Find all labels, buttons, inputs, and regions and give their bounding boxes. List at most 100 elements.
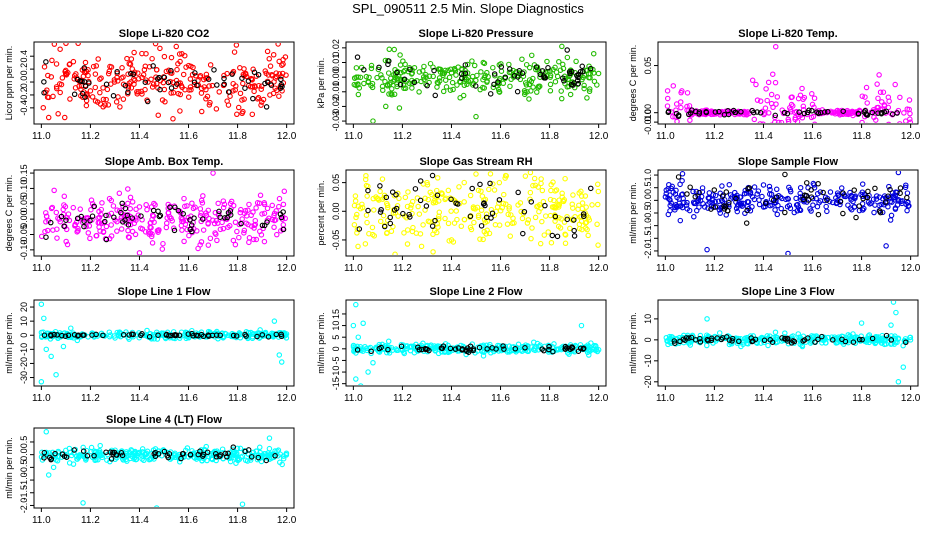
data-point — [678, 203, 684, 209]
data-point — [359, 204, 366, 211]
data-point — [408, 71, 415, 77]
y-tick-label: -30 — [19, 371, 29, 384]
reference-point — [587, 65, 594, 72]
x-tick-label: 11.8 — [540, 131, 559, 142]
reference-point — [806, 107, 812, 114]
x-tick-label: 11.0 — [656, 131, 675, 142]
data-point — [531, 175, 538, 182]
reference-point — [58, 213, 65, 220]
reference-point — [877, 208, 883, 214]
reference-point — [730, 107, 737, 114]
data-point — [684, 206, 690, 212]
y-tick-label: -0.03 — [331, 111, 341, 132]
data-point — [876, 194, 883, 200]
reference-point — [569, 344, 575, 350]
data-point — [386, 91, 392, 97]
reference-point — [80, 448, 87, 454]
data-point — [150, 81, 157, 87]
data-point — [108, 222, 114, 228]
data-point — [494, 204, 501, 210]
data-point — [147, 230, 154, 236]
data-point — [486, 186, 492, 193]
reference-point — [277, 85, 284, 91]
data-point — [773, 197, 779, 204]
data-point — [418, 243, 425, 250]
data-point — [149, 240, 156, 246]
data-point — [895, 124, 899, 128]
data-point — [396, 105, 403, 111]
data-point — [562, 240, 569, 247]
data-point — [859, 119, 865, 123]
data-point — [105, 70, 112, 77]
reference-point — [487, 91, 494, 97]
data-point — [678, 104, 684, 111]
y-tick-label: 0.5 — [643, 181, 653, 194]
data-point — [828, 108, 834, 115]
data-point — [528, 88, 534, 94]
data-point — [530, 84, 536, 90]
data-point — [380, 212, 387, 219]
data-point — [545, 229, 551, 235]
data-point — [90, 331, 96, 337]
reference-point — [812, 339, 818, 345]
reference-point — [74, 333, 81, 339]
data-point — [504, 221, 511, 227]
data-point — [556, 58, 562, 65]
data-point — [239, 97, 245, 103]
reference-point — [238, 220, 244, 227]
data-point — [71, 76, 77, 82]
reference-point — [79, 78, 85, 85]
data-point — [125, 186, 131, 192]
data-point — [219, 446, 226, 452]
data-point — [773, 126, 777, 130]
series-points — [40, 43, 289, 122]
data-point — [434, 187, 440, 194]
x-tick-label: 12.0 — [277, 393, 297, 404]
y-tick-label: 10 — [643, 314, 653, 324]
reference-point — [684, 191, 690, 197]
data-point — [98, 75, 104, 81]
y-tick-label: -0.2 — [19, 87, 29, 103]
data-point — [127, 205, 133, 212]
reference-point — [882, 199, 889, 205]
data-point — [78, 86, 84, 93]
data-point — [377, 188, 383, 195]
data-point — [760, 121, 766, 123]
reference-point — [386, 58, 392, 64]
outlier-point — [271, 318, 278, 324]
data-point — [176, 455, 182, 462]
reference-point — [448, 196, 454, 203]
data-point — [240, 80, 246, 87]
reference-point — [894, 110, 900, 116]
reference-point — [129, 215, 136, 221]
data-point — [214, 448, 220, 454]
x-tick-label: 11.8 — [228, 131, 247, 142]
reference-point — [385, 61, 391, 68]
reference-point — [168, 85, 175, 91]
data-point — [531, 345, 538, 351]
reference-point — [242, 85, 248, 91]
y-tick-label: -2.0 — [19, 498, 29, 514]
reference-point — [361, 67, 367, 73]
data-point — [564, 54, 571, 61]
reference-point — [726, 337, 733, 343]
reference-point — [703, 109, 709, 115]
outlier-point — [858, 320, 865, 326]
data-point — [373, 346, 380, 352]
data-point — [192, 455, 198, 461]
data-point — [248, 212, 254, 219]
data-point — [901, 110, 907, 116]
data-point — [149, 84, 156, 90]
reference-point — [498, 64, 505, 70]
data-point — [437, 66, 444, 73]
reference-point — [683, 335, 690, 341]
data-point — [379, 75, 385, 81]
data-point — [418, 78, 424, 85]
data-point — [92, 84, 99, 91]
data-point — [892, 81, 898, 88]
outlier-point — [210, 171, 216, 176]
data-point — [766, 183, 773, 190]
data-point — [283, 451, 289, 458]
reference-point — [883, 108, 890, 115]
reference-point — [687, 184, 693, 190]
